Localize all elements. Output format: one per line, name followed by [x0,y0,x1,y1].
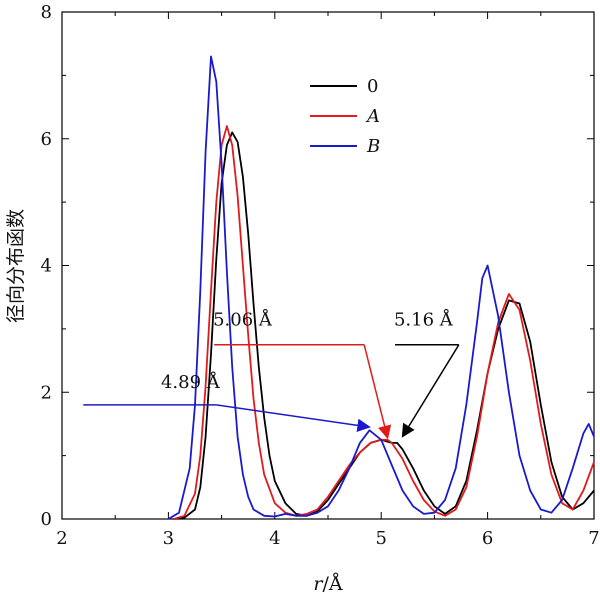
annotation-label-0: 4.89 Å [161,371,221,393]
y-axis-title: 径向分布函数 [5,209,27,323]
annotation-arrow-2 [401,344,460,438]
x-tick-label: 2 [56,528,67,549]
y-tick-label: 2 [41,382,52,403]
legend: 0 AB [310,76,380,157]
x-tick-label: 3 [163,528,174,549]
x-tick-label: 7 [588,528,599,549]
annotation-arrow-0 [216,404,371,433]
legend-label-0: 0 [367,76,378,97]
annotation-arrow-1 [363,344,392,440]
annotation-label-1: 5.06 Å [213,309,273,331]
y-tick-label: 8 [41,2,52,23]
series-layer [167,55,595,520]
x-tick-label: 4 [269,528,280,549]
y-tick-label: 6 [41,129,52,150]
y-tick-label: 4 [41,256,52,277]
annotation-label-2: 5.16 Å [394,309,454,331]
x-tick-label: 5 [375,528,386,549]
legend-label-1: A [365,106,380,127]
y-tick-label: 0 [41,509,52,530]
x-axis-title: r/Å [313,573,342,595]
series-line-1 [173,125,595,520]
plot-frame [61,11,595,520]
legend-label-2: B [366,136,380,157]
series-line-2 [167,55,595,520]
x-tick-label: 6 [482,528,493,549]
annotation-layer: 4.89 Å 5.06 Å 5.16 Å [83,309,460,440]
